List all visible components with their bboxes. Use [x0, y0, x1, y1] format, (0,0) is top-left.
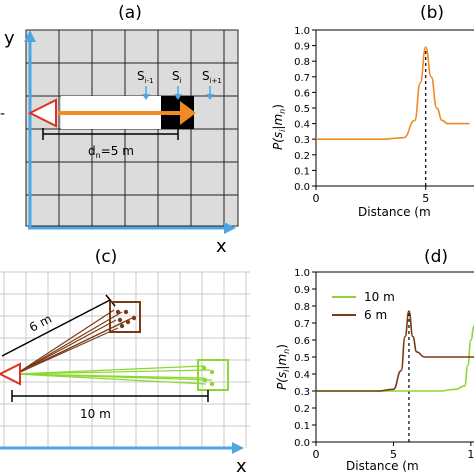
brown-target-box — [109, 301, 141, 333]
y-tick-label: 0.2 — [294, 151, 310, 162]
y-tick-label: 0.1 — [294, 421, 310, 432]
green-points — [201, 365, 215, 387]
axis-x-label: x — [216, 236, 227, 257]
x-axis-arrowhead-c — [232, 442, 244, 454]
y-tick-label: 0.0 — [294, 182, 310, 193]
series-line-0 — [316, 325, 474, 392]
green-rays — [15, 365, 213, 385]
panel-d-ylabel: P(si|mn) — [275, 344, 291, 390]
y-tick-label: 1.0 — [294, 268, 310, 279]
y-tick-label: 0.2 — [294, 404, 310, 415]
legend-label-6m: 6 m — [364, 308, 387, 322]
y-tick-label: 0.7 — [294, 319, 310, 330]
x-axis-arrowhead — [224, 222, 236, 234]
panel-a: (a) y x - Si-1 Si Si+1 dn=5 m — [0, 3, 239, 257]
bracket-10m — [11, 390, 209, 402]
cell-pointer-arrows — [142, 86, 214, 100]
y-tick-label: 0.4 — [294, 370, 310, 381]
x-tick-label: 5 — [422, 192, 429, 205]
start-triangle — [27, 98, 57, 128]
y-tick-label: 1.0 — [294, 26, 310, 37]
distance-10m: 10 m — [80, 407, 111, 421]
x-tick-label: 1 — [467, 448, 474, 461]
y-tick-label: 0.3 — [294, 387, 310, 398]
cell-label-next: Si+1 — [202, 69, 222, 85]
panel-c: (c) x 6 m — [0, 247, 250, 474]
brown-points — [115, 309, 137, 329]
y-tick-label: 0.4 — [294, 120, 310, 131]
distance-bracket — [42, 128, 179, 140]
side-mark: - — [0, 106, 5, 122]
y-tick-label: 0.8 — [294, 57, 310, 68]
y-tick-label: 0.8 — [294, 302, 310, 313]
series-line-0 — [316, 46, 470, 140]
x-tick-label: 0 — [313, 448, 320, 461]
legend-label-10m: 10 m — [364, 290, 395, 304]
y-tick-label: 0.5 — [294, 104, 310, 115]
panel-b: (b) 0.00.10.20.30.40.50.60.70.80.91.00 5 … — [271, 3, 474, 219]
y-tick-label: 0.9 — [294, 42, 310, 53]
panel-b-ylabel: P(si|mn) — [271, 104, 287, 150]
orange-arrowhead — [180, 101, 196, 125]
axis-x-label-c: x — [236, 456, 247, 474]
panel-c-label: (c) — [95, 247, 118, 267]
cell-label-prev: Si-1 — [137, 69, 154, 85]
y-tick-label: 0.1 — [294, 166, 310, 177]
bracket-6m — [1, 299, 111, 357]
y-tick-label: 0.7 — [294, 73, 310, 84]
panel-d-xlabel: Distance (m — [346, 459, 419, 473]
panel-b-label: (b) — [420, 3, 444, 23]
series-line-1 — [316, 310, 474, 392]
cell-label-current: Si — [172, 69, 182, 85]
legend: 10 m 6 m — [332, 290, 395, 322]
y-tick-label: 0.3 — [294, 135, 310, 146]
chart-d: 0.0 0.1 0.2 0.3 0.4 0.5 0.6 0.7 0.8 0.9 1.0 0 5 1 — [294, 268, 474, 461]
start-triangle-c — [0, 362, 21, 386]
panel-d-label: (d) — [424, 247, 448, 267]
x-tick-label: 5 — [390, 448, 397, 461]
y-tick-label: 0.6 — [294, 88, 310, 99]
cell-labels: Si-1 Si Si+1 — [137, 69, 222, 85]
y-axis-arrowhead — [24, 30, 36, 42]
chart-b: 0.0 0.1 0.2 0.3 0.4 0.5 0.6 0.7 0.8 0.9 1.0 0 5 — [294, 26, 474, 205]
brown-rays — [15, 309, 133, 375]
y-tick-label: 0.9 — [294, 285, 310, 296]
y-tick-label: 0.5 — [294, 353, 310, 364]
panel-b-xlabel: Distance (m — [358, 205, 431, 219]
grid-c-lines — [0, 271, 250, 448]
y-tick-label: 0.0 — [294, 438, 310, 449]
y-tick-label: 0.6 — [294, 336, 310, 347]
panel-a-label: (a) — [118, 3, 142, 23]
panel-d: (d) 0.0 0.1 0.2 0.3 0.4 0.5 0.6 0.7 0.8 0.9 1.0 0 5 1… — [275, 247, 474, 473]
green-target-box — [197, 359, 229, 391]
x-tick-label: 0 — [313, 192, 320, 205]
axis-y-label: y — [4, 28, 15, 49]
distance-label: dn=5 m — [88, 144, 134, 160]
